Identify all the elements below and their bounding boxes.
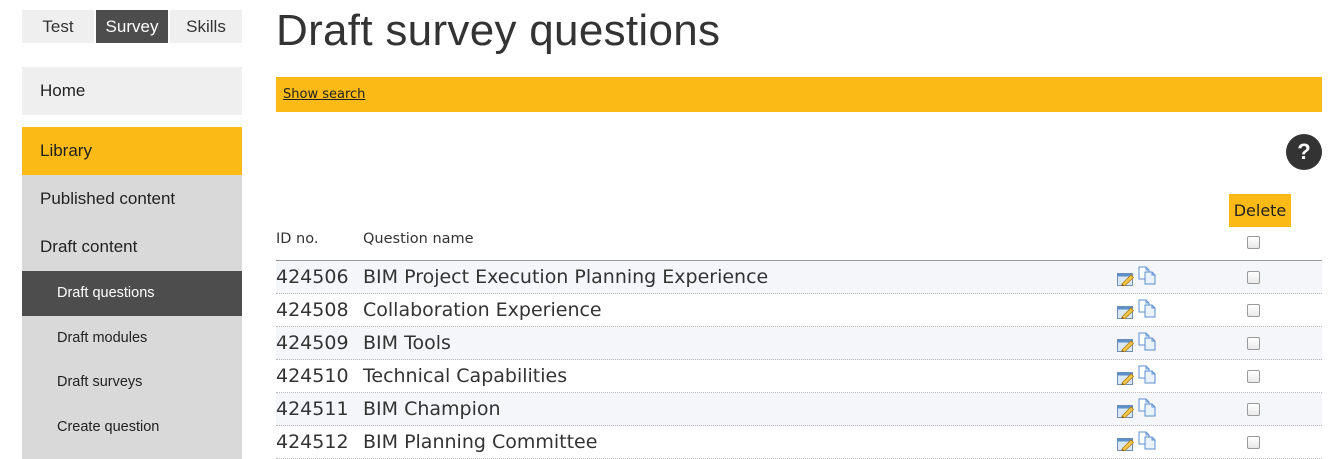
row-question-name[interactable]: Collaboration Experience xyxy=(363,299,602,321)
table-row: 424512 BIM Planning Committee xyxy=(276,426,1322,459)
sidebar-item-home[interactable]: Home xyxy=(40,81,86,100)
copy-pages-icon[interactable] xyxy=(1138,332,1157,351)
row-actions xyxy=(1117,266,1159,288)
edit-pencil-icon[interactable] xyxy=(1117,404,1135,418)
header-divider xyxy=(276,260,1322,261)
row-id: 424512 xyxy=(276,431,349,453)
row-actions xyxy=(1117,431,1159,453)
help-icon[interactable]: ? xyxy=(1286,134,1322,170)
table-row: 424511 BIM Champion xyxy=(276,393,1322,426)
edit-pencil-icon[interactable] xyxy=(1117,305,1135,319)
row-checkbox-wrap xyxy=(1247,370,1260,383)
column-header-question-name: Question name xyxy=(363,231,474,247)
sidebar-item-draft-surveys[interactable]: Draft surveys xyxy=(57,374,143,391)
table-row: 424510 Technical Capabilities xyxy=(276,360,1322,393)
row-checkbox-wrap xyxy=(1247,304,1260,317)
row-checkbox-wrap xyxy=(1247,271,1260,284)
row-id: 424510 xyxy=(276,365,349,387)
edit-pencil-icon[interactable] xyxy=(1117,272,1135,286)
sidebar-item-draft-questions[interactable]: Draft questions xyxy=(22,271,242,316)
questions-table: 424506 BIM Project Execution Planning Ex… xyxy=(276,261,1322,459)
row-checkbox[interactable] xyxy=(1247,403,1260,416)
row-id: 424508 xyxy=(276,299,349,321)
row-checkbox[interactable] xyxy=(1247,271,1260,284)
sidebar-item-create-question[interactable]: Create question xyxy=(57,418,160,435)
copy-pages-icon[interactable] xyxy=(1138,398,1157,417)
page-title: Draft survey questions xyxy=(276,6,721,55)
row-checkbox[interactable] xyxy=(1247,337,1260,350)
row-id: 424511 xyxy=(276,398,349,420)
row-id: 424509 xyxy=(276,332,349,354)
sidebar-item-published-content[interactable]: Published content xyxy=(40,189,176,208)
sidebar-item-draft-content[interactable]: Draft content xyxy=(40,237,138,256)
sidebar-library-section: Library xyxy=(22,127,242,175)
row-question-name[interactable]: BIM Tools xyxy=(363,332,451,354)
select-all-checkbox-wrap xyxy=(1247,236,1260,249)
row-checkbox-wrap xyxy=(1247,337,1260,350)
sidebar-item-library[interactable]: Library xyxy=(40,141,92,160)
row-checkbox[interactable] xyxy=(1247,370,1260,383)
edit-pencil-icon[interactable] xyxy=(1117,437,1135,451)
tab-survey[interactable]: Survey xyxy=(96,10,168,43)
row-checkbox-wrap xyxy=(1247,403,1260,416)
copy-pages-icon[interactable] xyxy=(1138,299,1157,318)
tab-skills[interactable]: Skills xyxy=(170,10,242,43)
copy-pages-icon[interactable] xyxy=(1138,431,1157,450)
sidebar-item-draft-modules[interactable]: Draft modules xyxy=(57,329,148,346)
select-all-checkbox[interactable] xyxy=(1247,236,1260,249)
tab-test[interactable]: Test xyxy=(22,10,94,43)
row-actions xyxy=(1117,332,1159,354)
table-row: 424509 BIM Tools xyxy=(276,327,1322,360)
edit-pencil-icon[interactable] xyxy=(1117,338,1135,352)
row-actions xyxy=(1117,365,1159,387)
sidebar-library-submenu: Published content Draft content Draft qu… xyxy=(22,175,242,459)
row-question-name[interactable]: Technical Capabilities xyxy=(363,365,568,387)
copy-pages-icon[interactable] xyxy=(1138,266,1157,285)
row-checkbox[interactable] xyxy=(1247,436,1260,449)
column-header-id: ID no. xyxy=(276,231,319,247)
edit-pencil-icon[interactable] xyxy=(1117,371,1135,385)
sidebar-home-section: Home xyxy=(22,67,242,115)
row-question-name[interactable]: BIM Project Execution Planning Experienc… xyxy=(363,266,769,288)
row-checkbox-wrap xyxy=(1247,436,1260,449)
table-row: 424508 Collaboration Experience xyxy=(276,294,1322,327)
row-id: 424506 xyxy=(276,266,349,288)
table-row: 424506 BIM Project Execution Planning Ex… xyxy=(276,261,1322,294)
copy-pages-icon[interactable] xyxy=(1138,365,1157,384)
product-tabs: Test Survey Skills xyxy=(22,10,242,43)
show-search-link[interactable]: Show search xyxy=(283,87,366,102)
row-checkbox[interactable] xyxy=(1247,304,1260,317)
row-actions xyxy=(1117,299,1159,321)
row-question-name[interactable]: BIM Planning Committee xyxy=(363,431,598,453)
search-bar: Show search xyxy=(276,77,1322,112)
row-actions xyxy=(1117,398,1159,420)
delete-button[interactable]: Delete xyxy=(1229,194,1291,227)
row-question-name[interactable]: BIM Champion xyxy=(363,398,501,420)
